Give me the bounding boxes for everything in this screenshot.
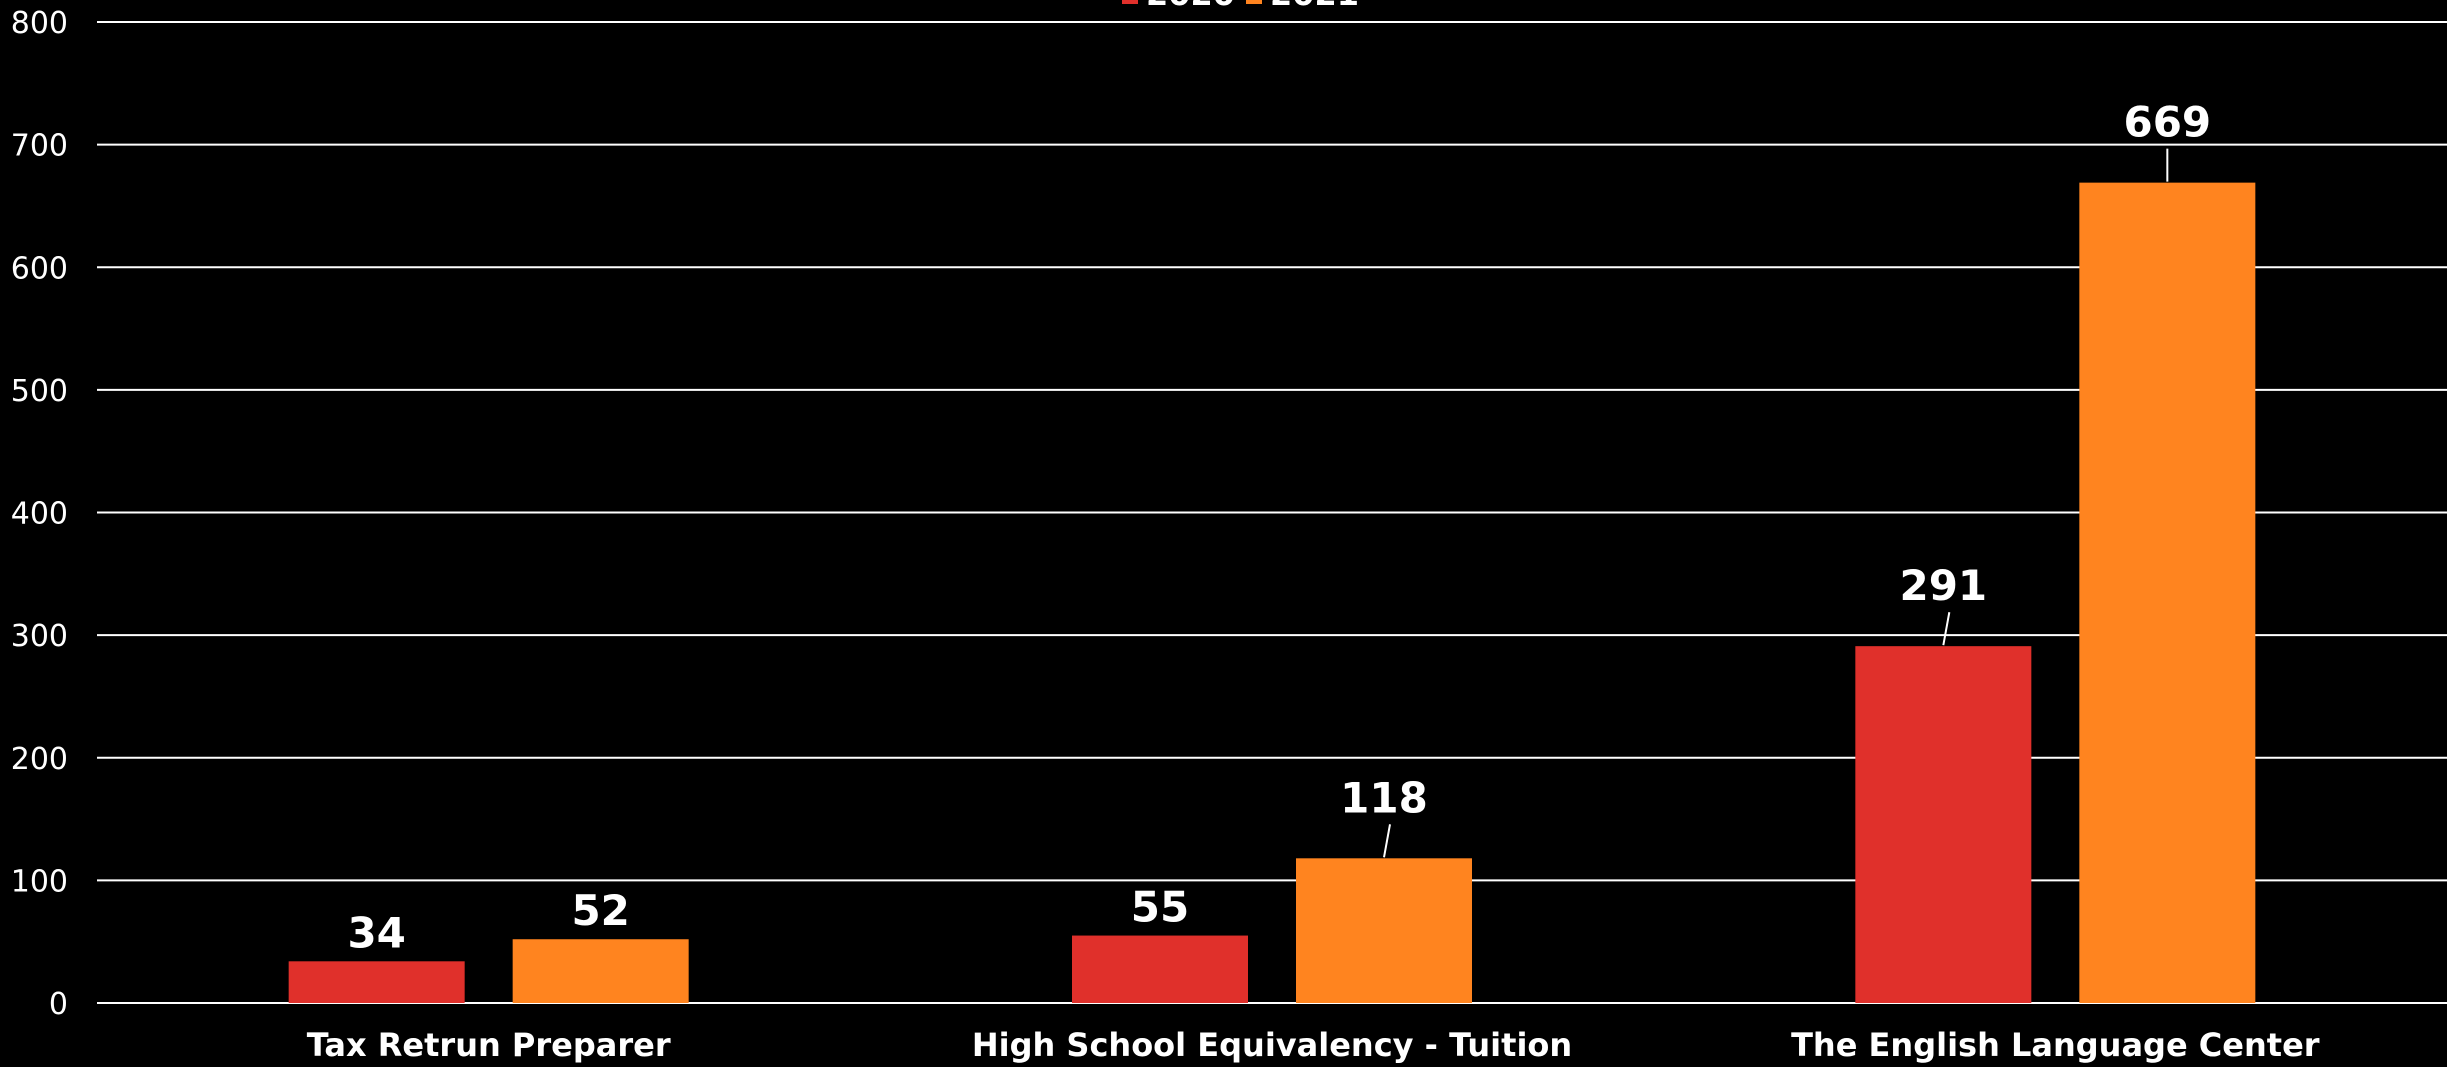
bar-2020	[288, 961, 465, 1003]
bar-2021	[1296, 858, 1472, 1003]
leader-line	[1942, 611, 1951, 646]
data-label-leader-lines	[1383, 148, 2169, 858]
bar-2021	[2079, 182, 2256, 1004]
y-tick-label: 200	[11, 742, 68, 777]
legend-swatch-2020	[1122, 0, 1138, 4]
y-tick-label: 800	[11, 6, 68, 41]
x-category-label: Tax Retrun Preparer	[307, 1026, 671, 1064]
legend-swatch-2021	[1246, 0, 1262, 4]
y-tick-label: 700	[11, 129, 68, 164]
legend-label: 2020	[1146, 0, 1235, 13]
x-category-label: The English Language Center	[1791, 1026, 2320, 1064]
bar-2020	[1072, 935, 1248, 1003]
y-tick-label: 0	[49, 987, 68, 1022]
data-label: 55	[1131, 883, 1189, 932]
leader-line	[1383, 824, 1391, 858]
legend: 2020 2021	[1122, 0, 1359, 13]
data-label: 669	[2123, 98, 2211, 147]
data-label: 118	[1340, 773, 1428, 822]
y-tick-label: 400	[11, 497, 68, 532]
data-labels: 34 52 55 118 291 669	[347, 98, 2211, 958]
gridlines	[97, 21, 2447, 1004]
bar-2021	[512, 939, 689, 1003]
y-axis-tick-labels: 0 100 200 300 400 500 600 700 800	[11, 6, 68, 1022]
x-category-label: High School Equivalency - Tuition	[972, 1026, 1572, 1064]
x-axis-category-labels: Tax Retrun Preparer High School Equivalen…	[307, 1026, 2320, 1064]
bars	[288, 182, 2256, 1004]
legend-label: 2021	[1270, 0, 1359, 13]
data-label: 52	[571, 886, 629, 935]
data-label: 291	[1899, 561, 1987, 610]
y-tick-label: 600	[11, 251, 68, 286]
y-tick-label: 500	[11, 374, 68, 409]
data-label: 34	[347, 908, 405, 957]
y-tick-label: 300	[11, 619, 68, 654]
y-tick-label: 100	[11, 864, 68, 899]
bar-2020	[1855, 646, 2032, 1003]
